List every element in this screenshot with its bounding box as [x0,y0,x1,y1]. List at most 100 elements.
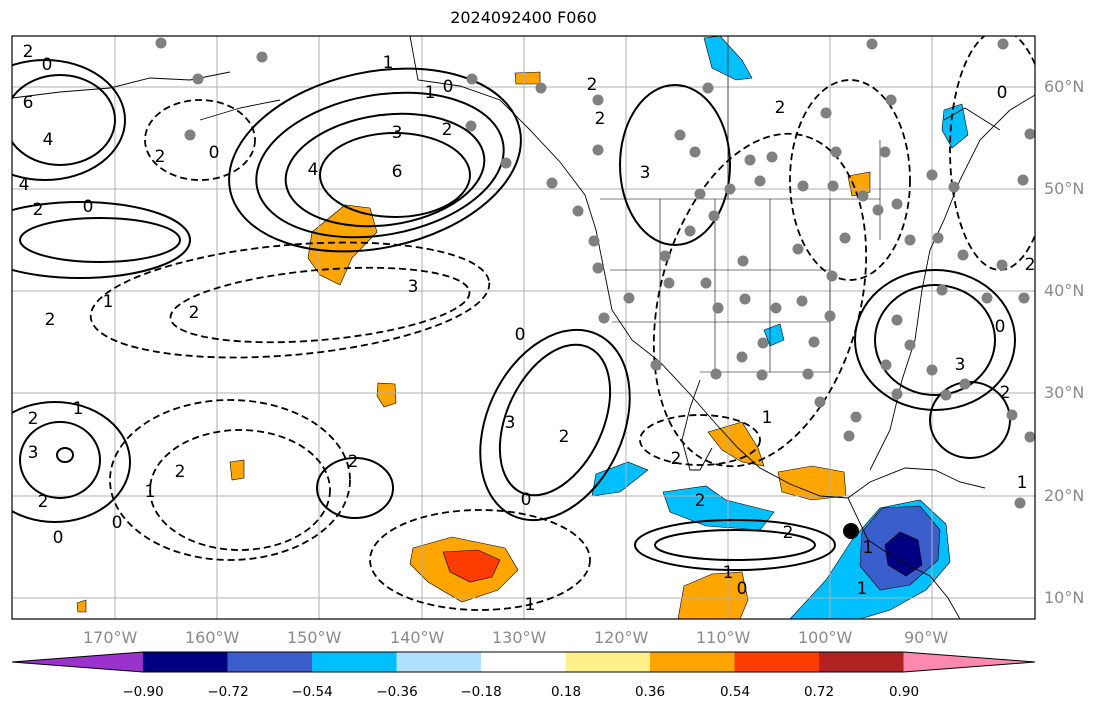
colorbar-extend-min [12,652,143,672]
dashed-contours [89,36,1035,611]
station-dot [850,411,862,423]
contour-label: 2 [559,427,570,447]
station-dot [802,368,814,380]
station-dot [694,188,706,200]
colorbar-tick-label: −0.54 [291,684,333,700]
contour-label: 1 [857,579,868,599]
contour-label: 2 [45,310,56,330]
station-dot [797,180,809,192]
contour-label: 2 [38,492,49,512]
shade-orange-area [677,571,749,619]
lon-label: 170°W [83,628,138,647]
contour-label: 1 [383,53,394,73]
station-dot [724,183,736,195]
station-dot [708,210,720,222]
station-dot [926,169,938,181]
station-dot [155,37,167,49]
station-dot [710,368,722,380]
station-dot [756,369,768,381]
station-dot [824,310,836,322]
station-dot [940,389,952,401]
contour-label: 1 [723,563,734,583]
station-dot [1024,431,1035,443]
colorbar-tick-label: 0.90 [888,684,920,700]
colorbar-segment [481,652,566,672]
station-dot [880,359,892,371]
contour-label: 2 [587,75,598,95]
contour-label: 2 [671,449,682,469]
station-dot [702,82,714,94]
contour-label: 1 [73,399,84,419]
station-dot [592,262,604,274]
contour-label: 3 [408,277,419,297]
station-dot [926,364,938,376]
station-dot [663,277,675,289]
station-dot [1017,174,1029,186]
contour-label: 0 [997,83,1008,103]
colorbar-tick-label: 0.54 [719,684,751,700]
contour-label: 1 [103,292,114,312]
lon-label: 90°W [904,628,949,647]
contour-label: 2 [175,462,186,482]
station-dot [959,378,971,390]
station-dot [981,292,993,304]
colorbar-outline [11,651,1036,673]
station-dot [1006,409,1018,421]
station-dot [766,151,778,163]
state-borders [600,36,881,373]
station-dot [1018,292,1030,304]
colorbar-segment [396,652,482,672]
colorbar-segment [819,652,904,672]
contour-label: 2 [695,491,706,511]
station-dot [904,234,916,246]
storm-center-marker [843,523,859,539]
contour-label: 2 [348,452,359,472]
station-dot [839,232,851,244]
colorbar-tick-label: 0.36 [634,684,666,700]
lon-label: 110°W [696,628,751,647]
station-dot [736,351,748,363]
contour-label: 2 [189,303,200,323]
station-dot [827,180,839,192]
contour-labels: 2 0 1 6 4 3 2 3 6 4 1 0 1 2 0 4 2 3 0 2 … [19,42,1035,615]
station-dot [770,302,782,314]
contour-label: 2 [595,109,606,129]
contour-label: 3 [392,123,403,143]
station-dot [879,146,891,158]
station-dot [891,314,903,326]
station-dot [650,359,662,371]
station-dot [997,38,1009,50]
colorbar-tick-label: −0.72 [207,684,249,700]
station-dot [866,38,878,50]
contour-label: 0 [209,143,220,163]
station-dot [820,107,832,119]
contour-label: 6 [392,162,403,182]
station-dot [936,284,948,296]
station-dot [891,198,903,210]
contour-label: 0 [42,55,53,75]
station-dot [814,396,826,408]
colorbar-tick-label: 0.72 [803,684,835,700]
station-dot [184,129,196,141]
colorbar-tick-label: −0.18 [460,684,502,700]
contour-label: 4 [308,160,319,180]
station-dot [535,82,547,94]
station-dot [192,73,204,85]
station-dot [885,94,897,106]
station-dot [872,204,884,216]
contour-label: 0 [521,490,532,510]
colorbar-segment [650,652,735,672]
map-title: 2024092400 F060 [450,8,597,27]
shade-orange-area [376,382,397,408]
station-dot [796,295,808,307]
contour-label: 4 [19,175,30,195]
contour-label: 3 [640,163,651,183]
shade-orange-area [514,71,541,85]
contour-label: 1 [525,595,536,615]
contour-label: 6 [23,93,34,113]
station-dot [948,181,960,193]
station-dot [546,177,558,189]
colorbar-segment [565,652,651,672]
contour-label: 0 [443,77,454,97]
station-dot [826,270,838,282]
